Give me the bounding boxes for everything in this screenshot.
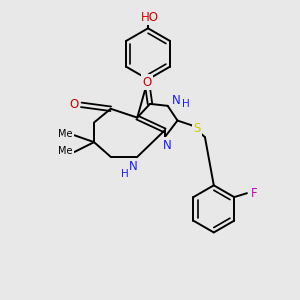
Text: O: O — [70, 98, 79, 111]
Text: HO: HO — [141, 11, 159, 24]
Text: N: N — [163, 139, 172, 152]
Text: Me: Me — [58, 129, 73, 139]
Text: H: H — [121, 169, 128, 178]
Text: O: O — [142, 76, 152, 89]
Text: N: N — [129, 160, 138, 173]
Text: N: N — [172, 94, 181, 107]
Text: S: S — [194, 122, 201, 135]
Text: H: H — [182, 99, 190, 109]
Text: Me: Me — [58, 146, 73, 156]
Text: F: F — [250, 187, 257, 200]
